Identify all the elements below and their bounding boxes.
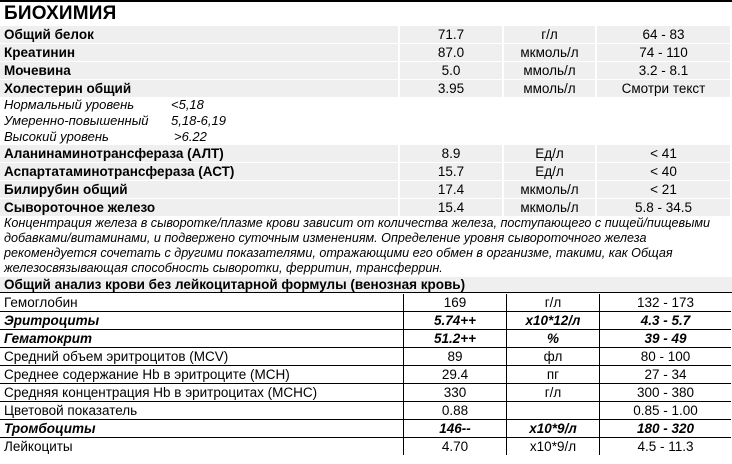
note-value: 5,18-6,19 (171, 113, 226, 128)
cell-unit: мкмоль/л (504, 181, 595, 198)
cell-name: Гематокрит (0, 329, 404, 348)
cell-ref: 39 - 49 (599, 329, 731, 348)
cell-ref: 4.5 - 11.3 (637, 439, 694, 454)
cell-name: Среднее содержание Hb в эритроците (MCH) (0, 365, 404, 384)
cell-value: 51.2++ (403, 329, 507, 348)
biochem-row: Аланинаминотрансфераза (АЛТ) 8.9 Ед/л < 41 (0, 145, 732, 162)
cell-unit: % (506, 329, 600, 348)
cell-value: 15.4 (400, 199, 502, 216)
note-label: Умеренно-повышенный (4, 113, 149, 128)
blood-table: Гемоглобин 169 г/л 132 - 173 Эритроциты 5.74+… (0, 294, 731, 455)
cell-value: 71.7 (400, 26, 502, 43)
cell-value: 15.7 (400, 163, 502, 180)
biochem-row: Сывороточное железо 15.4 мкмоль/л 5.8 - 34.… (0, 199, 732, 216)
cell-value: 0.88 (403, 401, 507, 420)
cell-value: 5.74++ (403, 311, 507, 330)
cell-value: 330 (403, 383, 507, 402)
note-value: <5,18 (171, 97, 204, 112)
cell-ref: 3.2 - 8.1 (597, 62, 730, 79)
cell-unit: пг (506, 365, 600, 384)
top-rule (0, 0, 732, 2)
cell-unit (506, 401, 600, 420)
cell-name: Средний объем эритроцитов (MCV) (0, 347, 404, 366)
cell-name: Цветовой показатель (0, 401, 404, 420)
cell-unit: Ед/л (504, 145, 595, 162)
cell-name: Холестерин общий (0, 80, 398, 97)
cell-unit: х10*9/л (506, 437, 600, 455)
cell-unit: г/л (504, 26, 595, 43)
cell-unit: ммоль/л (504, 80, 595, 97)
cell-ref: < 21 (597, 181, 730, 198)
cell-name: Эритроциты (0, 311, 404, 330)
biochem-row: Билирубин общий 17.4 мкмоль/л < 21 (0, 181, 732, 198)
blood-row: Цветовой показатель 0.88 0.85 - 1.00 (0, 401, 731, 420)
cell-ref: Смотри текст (597, 80, 730, 97)
iron-note: Концентрация железа в сыворотке/плазме к… (4, 216, 711, 275)
cell-unit: ммоль/л (504, 62, 595, 79)
blood-row: Средний объем эритроцитов (MCV) 89 фл 80 - … (0, 347, 731, 366)
cell-name: Средняя концентрация Hb в эритроцитах (M… (0, 383, 404, 402)
cell-value: 5.0 (400, 62, 502, 79)
cell-value: 8.9 (400, 145, 502, 162)
cell-name: Креатинин (0, 44, 398, 61)
biochem-row: Мочевина 5.0 ммоль/л 3.2 - 8.1 (0, 62, 732, 79)
blood-row: Лейкоциты 4.70 х10*9/л 4.5 - 11.3 (0, 437, 731, 455)
note-label: Нормальный уровень (4, 97, 135, 112)
cell-ref: 64 - 83 (597, 26, 730, 43)
blood-row: Среднее содержание Hb в эритроците (MCH)… (0, 365, 731, 384)
cell-value: 3.95 (400, 80, 502, 97)
cell-unit: х10*9/л (506, 419, 600, 438)
note-label: Высокий уровень (4, 129, 109, 144)
blood-row: Гематокрит 51.2++% 39 - 49 (0, 329, 731, 348)
cell-ref: < 41 (597, 145, 730, 162)
cell-value: 17.4 (400, 181, 502, 198)
cell-name: Лейкоциты (0, 437, 404, 455)
cell-unit: мкмоль/л (504, 44, 595, 61)
blood-row: Тромбоциты 146-- х10*9/л 180 - 320 (0, 419, 731, 438)
cell-unit: Ед/л (504, 163, 595, 180)
cell-name: Сывороточное железо (0, 199, 398, 216)
blood-row: Средняя концентрация Hb в эритроцитах (M… (0, 383, 731, 402)
cell-name: Тромбоциты (0, 419, 404, 438)
cell-ref: 27 - 34 (599, 365, 731, 384)
biochem-row: Холестерин общий 3.95 ммоль/л Смотри текст (0, 80, 732, 97)
note-value: >6.22 (174, 129, 207, 144)
cell-ref: 300 - 380 (599, 383, 731, 402)
cell-ref: 80 - 100 (599, 347, 731, 366)
blood-row: Эритроциты 5.74++ х10*12/л 4.3 - 5.7 (0, 311, 731, 330)
cell-name: Аспартатаминотрансфераза (АСТ) (0, 163, 398, 180)
section-title-biochemistry: БИОХИМИЯ (4, 3, 117, 24)
cell-value: 87.0 (400, 44, 502, 61)
cell-ref: < 40 (597, 163, 730, 180)
cell-unit: х10*12/л (506, 311, 600, 330)
section-title-blood: Общий анализ крови без лейкоцитарной фор… (0, 277, 732, 293)
cell-unit: мкмоль/л (504, 199, 595, 216)
cell-ref: 74 - 110 (597, 44, 730, 61)
cell-unit: фл (506, 347, 600, 366)
cell-ref: 5.8 - 34.5 (597, 199, 730, 216)
cell-name: Билирубин общий (0, 181, 398, 198)
cell-name: Общий белок (0, 26, 398, 43)
cell-unit: г/л (506, 383, 600, 402)
cell-value: 169 (403, 294, 507, 312)
cell-ref: 180 - 320 (599, 419, 731, 438)
biochem-row: Креатинин 87.0 мкмоль/л 74 - 110 (0, 44, 732, 61)
biochem-row: Общий белок 71.7 г/л 64 - 83 (0, 26, 732, 43)
cell-ref: 4.3 - 5.7 (599, 311, 731, 330)
cell-value: 4.70 (403, 437, 507, 455)
cell-ref: 132 - 173 (599, 294, 731, 312)
cell-value: 146-- (403, 419, 507, 438)
cell-value: 89 (403, 347, 507, 366)
cell-unit: г/л (506, 294, 600, 312)
cell-ref: 0.85 - 1.00 (599, 401, 731, 420)
cell-name: Мочевина (0, 62, 398, 79)
cell-name: Аланинаминотрансфераза (АЛТ) (0, 145, 398, 162)
blood-row: Гемоглобин 169 г/л 132 - 173 (0, 294, 731, 312)
cell-value: 29.4 (403, 365, 507, 384)
cell-name: Гемоглобин (0, 294, 404, 312)
biochem-row: Аспартатаминотрансфераза (АСТ) 15.7 Ед/л < … (0, 163, 732, 180)
